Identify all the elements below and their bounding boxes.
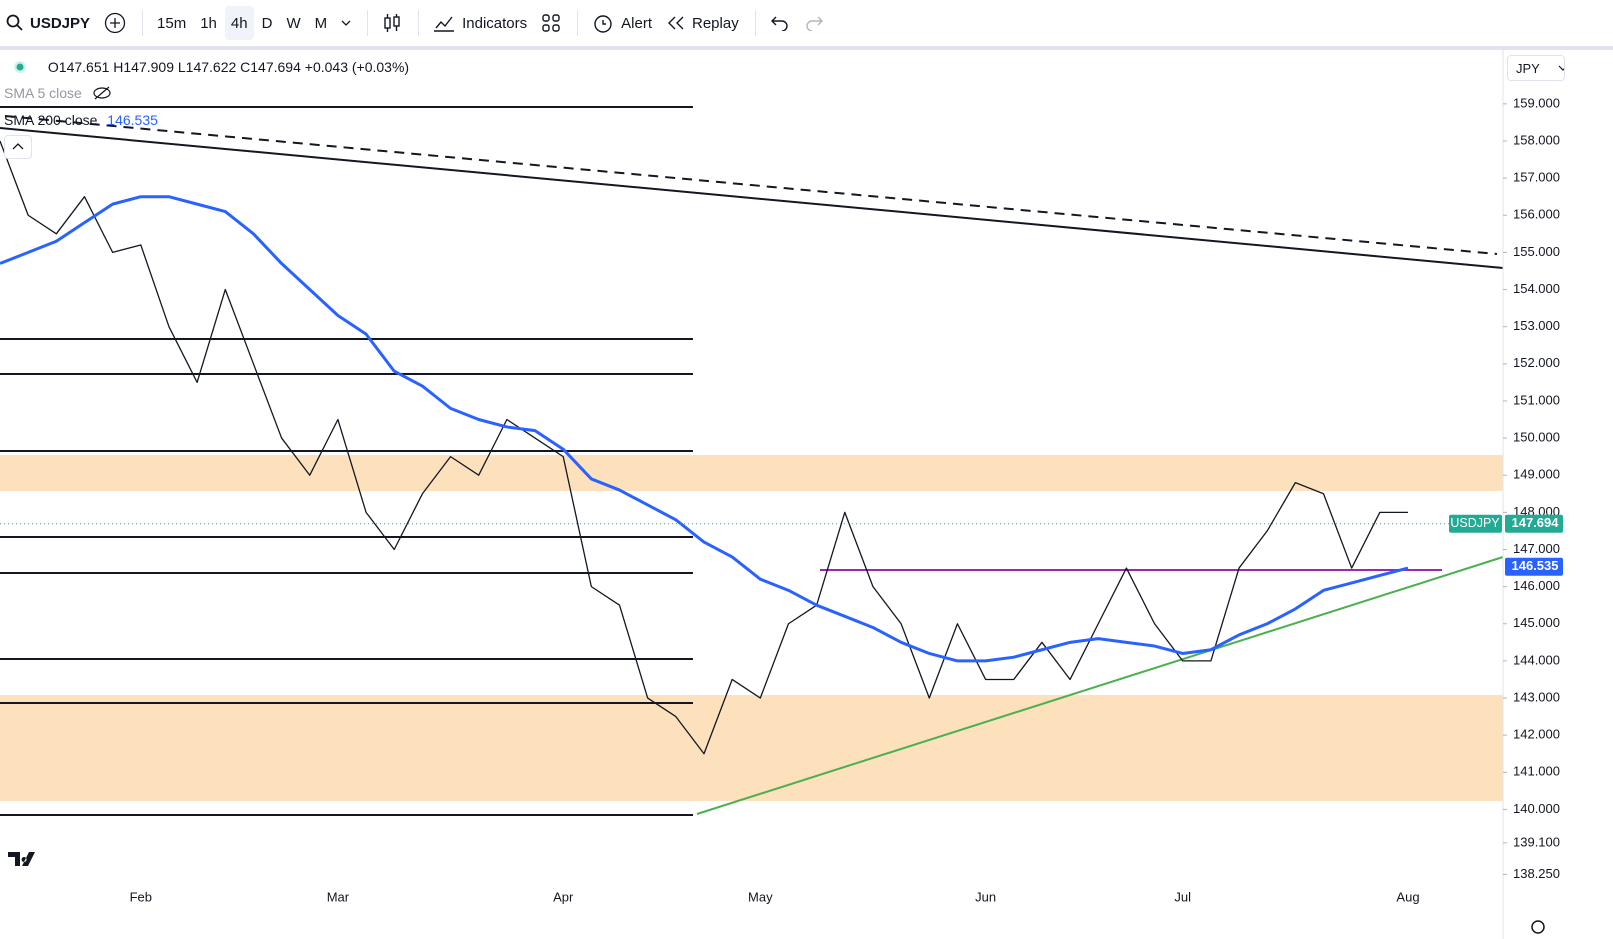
plus-icon	[104, 12, 126, 34]
layouts-button[interactable]	[535, 6, 567, 40]
logo	[8, 852, 35, 866]
trend-line-dashed	[4, 115, 1498, 255]
y-tick-label: 139.100	[1513, 834, 1560, 849]
collapse-legend[interactable]	[4, 135, 32, 159]
interval[interactable]: D	[261, 14, 273, 32]
ohlc-row: O147.651 H147.909 L147.622 C147.694 +0.0…	[12, 59, 409, 75]
redo-icon	[806, 16, 823, 31]
x-tick-label: Jul	[1174, 889, 1191, 904]
redo-button[interactable]	[798, 6, 830, 40]
support-zone	[0, 695, 1503, 801]
interval[interactable]: 1h	[200, 14, 217, 32]
indicator-value: 146.535	[107, 112, 158, 128]
separator	[577, 10, 579, 36]
y-tick-label: 150.000	[1513, 430, 1560, 445]
replay-label: Replay	[692, 14, 739, 32]
indicators-icon	[434, 16, 455, 32]
x-tick-label: Apr	[553, 889, 574, 904]
price-tag	[1505, 557, 1563, 576]
hidden-icon[interactable]	[92, 86, 112, 100]
y-tick-label: 152.000	[1513, 355, 1560, 370]
plot: 159.000 158.000 157.000 156.000 155.000 154.0…	[0, 95, 1563, 904]
indicator-name: SMA 5 close	[4, 85, 82, 101]
y-tick-label: 158.000	[1513, 132, 1560, 147]
settings-icon[interactable]	[1531, 920, 1545, 934]
x-tick-label: Jun	[975, 889, 996, 904]
separator	[142, 10, 144, 36]
replay-icon	[668, 16, 684, 30]
separator	[367, 10, 369, 36]
y-tick-label: 142.000	[1513, 727, 1560, 742]
support-trend-line	[696, 556, 1504, 815]
alert-button[interactable]: Alert	[586, 6, 658, 40]
y-tick-label: 154.000	[1513, 281, 1560, 296]
separator	[754, 10, 756, 36]
symbol-search[interactable]: USDJPY	[0, 6, 96, 40]
x-tick-label: Mar	[327, 889, 350, 904]
chevron	[341, 20, 351, 26]
toolbar: USDJPY 15m 1h 4h D W M Indicators Alert …	[0, 0, 1613, 50]
separator	[418, 10, 420, 36]
interval[interactable]: 15m	[157, 14, 187, 32]
replay-button[interactable]: Replay	[660, 6, 745, 40]
interval[interactable]: M	[314, 14, 328, 32]
alert-icon	[594, 15, 612, 33]
price-tag-label: 147.694	[1512, 515, 1560, 530]
y-tick-label: 159.000	[1513, 95, 1560, 110]
chevron-up	[12, 143, 24, 150]
indicator-row[interactable]: SMA 200 close 146.535	[4, 112, 158, 128]
y-tick-label: 155.000	[1513, 244, 1560, 259]
y-tick-label: 140.000	[1513, 801, 1560, 816]
indicator-name: SMA 200 close	[4, 112, 98, 128]
alert-label: Alert	[621, 14, 652, 32]
currency-select[interactable]: JPY	[1507, 55, 1565, 81]
price-line	[0, 140, 1408, 755]
y-tick-label: 153.000	[1513, 318, 1560, 333]
y-tick-label: 149.000	[1513, 467, 1560, 482]
x-tick-label: Feb	[130, 889, 152, 904]
y-tick-label: 144.000	[1513, 652, 1560, 667]
price-tag-label: 146.535	[1512, 558, 1559, 573]
indicator-row[interactable]: SMA 5 close	[4, 85, 112, 101]
interval[interactable]: W	[286, 14, 301, 32]
search-icon	[6, 14, 23, 31]
x-tick-label: May	[748, 889, 773, 904]
compare-button[interactable]	[98, 6, 132, 40]
chevron	[1558, 65, 1564, 71]
y-tick-label: 143.000	[1513, 689, 1560, 704]
status-dot	[14, 61, 26, 73]
candle-icon	[384, 14, 400, 32]
y-tick-label: 146.000	[1513, 578, 1560, 593]
symbol: USDJPY	[30, 14, 91, 32]
interval-dropdown[interactable]	[335, 6, 357, 40]
resistance-zone	[0, 455, 1503, 491]
y-tick-label: 138.250	[1513, 866, 1560, 881]
symbol-tag-label: USDJPY	[1450, 516, 1500, 530]
interval-active[interactable]: 4h	[224, 6, 254, 40]
x-tick-label: Aug	[1396, 889, 1419, 904]
price-tag	[1505, 514, 1563, 533]
y-tick-label: 156.000	[1513, 207, 1560, 222]
undo-button[interactable]	[764, 6, 796, 40]
y-tick-label: 145.000	[1513, 615, 1560, 630]
indicators-label: Indicators	[462, 14, 528, 32]
layouts-icon	[542, 14, 560, 32]
chart-type-button[interactable]	[376, 6, 408, 40]
currency: JPY	[1516, 60, 1540, 76]
sma-line	[0, 195, 1409, 663]
y-tick-label: 157.000	[1513, 170, 1560, 185]
trend-line	[0, 127, 1504, 269]
y-tick-label: 141.000	[1513, 764, 1560, 779]
y-tick-label: 147.000	[1513, 541, 1560, 556]
horizontal-levels	[0, 106, 693, 816]
indicators-button[interactable]: Indicators	[427, 6, 533, 40]
y-tick-label: 151.000	[1513, 392, 1560, 407]
undo-icon	[770, 16, 788, 31]
ohlc-values: O147.651 H147.909 L147.622 C147.694 +0.0…	[47, 59, 410, 75]
symbol-tag	[1449, 514, 1502, 533]
